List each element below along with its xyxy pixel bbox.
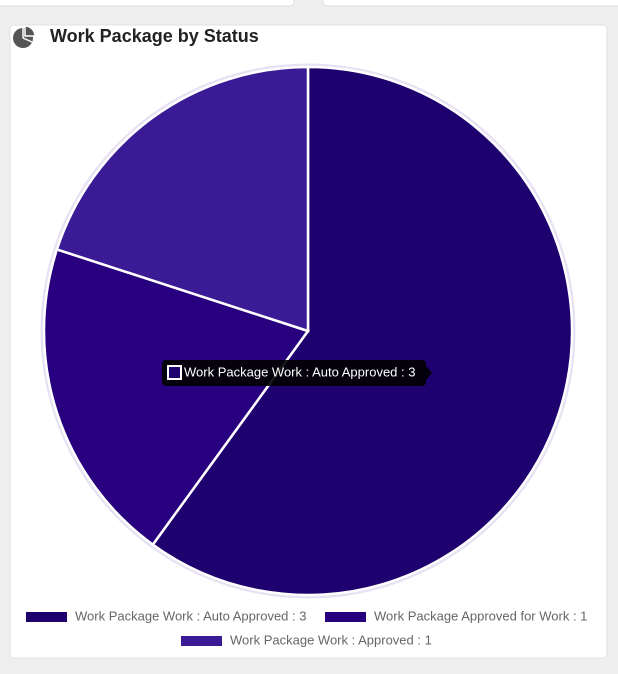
- pie-border: [40, 63, 576, 599]
- pie-slice: [55, 65, 310, 333]
- pie-slice: [42, 247, 311, 547]
- chart-title: Work Package by Status: [50, 26, 259, 46]
- tooltip: Work Package Work : Auto Approved : 3: [162, 360, 432, 386]
- legend: Work Package Work : Auto Approved : 3 Wor…: [26, 608, 587, 647]
- tooltip-text: Work Package Work : Auto Approved : 3: [184, 364, 415, 379]
- card-stub: [0, 0, 295, 7]
- card-stub: [322, 0, 618, 7]
- legend-swatch: [325, 612, 366, 622]
- legend-label: Work Package Work : Approved : 1: [230, 632, 432, 647]
- legend-label: Work Package Approved for Work : 1: [374, 608, 587, 623]
- pie: [40, 63, 576, 599]
- legend-label: Work Package Work : Auto Approved : 3: [75, 608, 306, 623]
- legend-swatch: [26, 612, 67, 622]
- legend-swatch: [181, 636, 222, 646]
- pie-icon: [13, 25, 36, 48]
- pie-slice: [151, 65, 574, 597]
